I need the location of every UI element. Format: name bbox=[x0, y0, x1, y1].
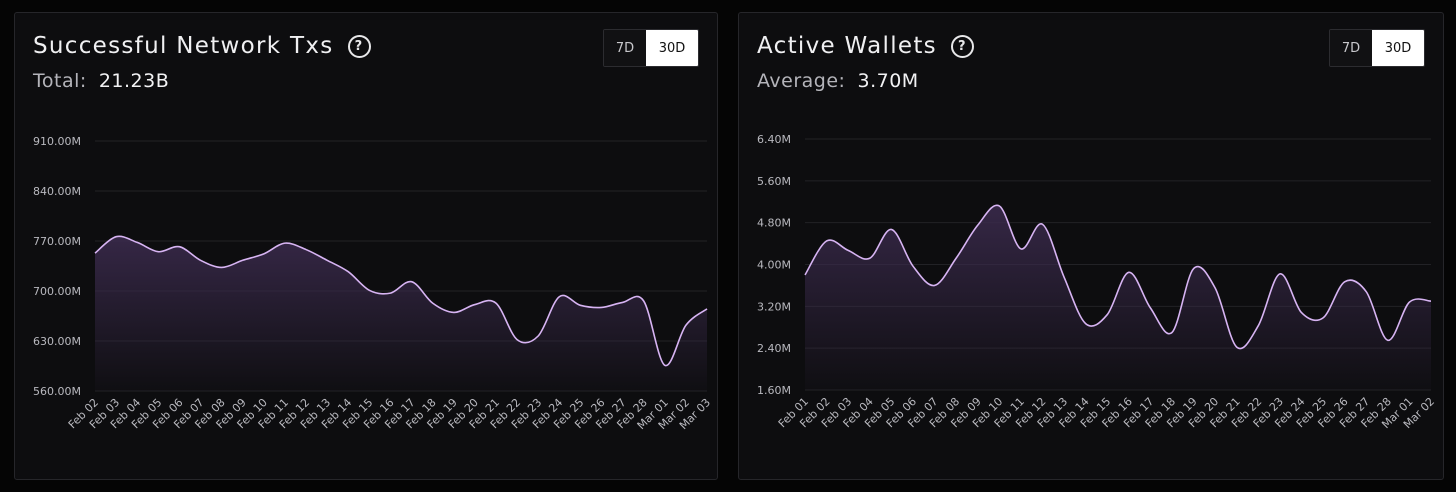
data-point[interactable] bbox=[199, 258, 203, 262]
stat-value: 3.70M bbox=[857, 70, 919, 92]
stat-label: Total: bbox=[33, 70, 87, 92]
toggle-7d-button[interactable]: 7D bbox=[1330, 30, 1372, 66]
data-point[interactable] bbox=[889, 227, 893, 231]
y-tick-label: 4.80M bbox=[757, 217, 791, 230]
data-point[interactable] bbox=[825, 239, 829, 243]
successful-network-txs-card: Successful Network Txs ? Total: 21.23B 7… bbox=[14, 12, 718, 480]
card-title-row: Successful Network Txs ? bbox=[33, 33, 371, 59]
active-wallets-card: Active Wallets ? Average: 3.70M 7D 30D 1… bbox=[738, 12, 1444, 480]
data-point[interactable] bbox=[93, 251, 97, 255]
total-stat: Total: 21.23B bbox=[33, 70, 169, 92]
data-point[interactable] bbox=[241, 258, 245, 262]
y-tick-label: 840.00M bbox=[33, 185, 81, 198]
data-point[interactable] bbox=[642, 299, 646, 303]
data-point[interactable] bbox=[1105, 313, 1109, 317]
data-point[interactable] bbox=[1062, 275, 1066, 279]
data-point[interactable] bbox=[346, 270, 350, 274]
data-point[interactable] bbox=[177, 245, 181, 249]
data-point[interactable] bbox=[1170, 330, 1174, 334]
data-point[interactable] bbox=[1278, 272, 1282, 276]
y-tick-label: 2.40M bbox=[757, 342, 791, 355]
data-point[interactable] bbox=[494, 301, 498, 305]
data-point[interactable] bbox=[621, 300, 625, 304]
data-point[interactable] bbox=[557, 295, 561, 299]
data-point[interactable] bbox=[1192, 267, 1196, 271]
data-point[interactable] bbox=[868, 256, 872, 260]
data-point[interactable] bbox=[1040, 222, 1044, 226]
card-title: Active Wallets bbox=[757, 33, 937, 59]
data-point[interactable] bbox=[1213, 286, 1217, 290]
y-tick-label: 700.00M bbox=[33, 285, 81, 298]
data-point[interactable] bbox=[705, 307, 709, 311]
data-point[interactable] bbox=[325, 258, 329, 262]
data-point[interactable] bbox=[1256, 324, 1260, 328]
data-point[interactable] bbox=[1148, 306, 1152, 310]
series-area bbox=[805, 205, 1431, 390]
y-tick-label: 3.20M bbox=[757, 300, 791, 313]
stat-label: Average: bbox=[757, 70, 846, 92]
data-point[interactable] bbox=[452, 310, 456, 314]
y-tick-label: 4.00M bbox=[757, 259, 791, 272]
data-point[interactable] bbox=[599, 305, 603, 309]
data-point[interactable] bbox=[1429, 299, 1433, 303]
y-tick-label: 1.60M bbox=[757, 384, 791, 397]
help-icon[interactable]: ? bbox=[347, 34, 371, 58]
stat-value: 21.23B bbox=[98, 70, 170, 92]
series-line bbox=[94, 235, 708, 367]
data-point[interactable] bbox=[954, 256, 958, 260]
data-point[interactable] bbox=[997, 204, 1001, 208]
data-point[interactable] bbox=[431, 301, 435, 305]
data-point[interactable] bbox=[1084, 322, 1088, 326]
data-point[interactable] bbox=[304, 248, 308, 252]
data-point[interactable] bbox=[1321, 316, 1325, 320]
data-point[interactable] bbox=[1299, 311, 1303, 315]
data-point[interactable] bbox=[1343, 280, 1347, 284]
txs-area-chart: 560.00M 630.00M 700.00M 770.00M 840.00M 910.0… bbox=[33, 135, 713, 432]
data-point[interactable] bbox=[1364, 290, 1368, 294]
data-point[interactable] bbox=[911, 264, 915, 268]
data-point[interactable] bbox=[803, 273, 807, 277]
data-point[interactable] bbox=[1127, 270, 1131, 274]
data-point[interactable] bbox=[262, 252, 266, 256]
data-point[interactable] bbox=[220, 265, 224, 269]
y-tick-label: 630.00M bbox=[33, 335, 81, 348]
data-point[interactable] bbox=[135, 240, 139, 244]
range-toggle: 7D 30D bbox=[1329, 29, 1425, 67]
data-point[interactable] bbox=[367, 288, 371, 292]
data-point[interactable] bbox=[536, 334, 540, 338]
data-point[interactable] bbox=[156, 250, 160, 254]
y-tick-label: 5.60M bbox=[757, 175, 791, 188]
y-tick-label: 560.00M bbox=[33, 385, 81, 398]
y-tick-label: 910.00M bbox=[33, 135, 81, 148]
data-point[interactable] bbox=[1386, 338, 1390, 342]
card-title: Successful Network Txs bbox=[33, 33, 334, 59]
help-icon[interactable]: ? bbox=[950, 34, 974, 58]
y-tick-label: 6.40M bbox=[757, 133, 791, 146]
data-point[interactable] bbox=[473, 303, 477, 307]
toggle-7d-button[interactable]: 7D bbox=[604, 30, 646, 66]
data-point[interactable] bbox=[663, 363, 667, 367]
data-point[interactable] bbox=[388, 291, 392, 295]
data-point[interactable] bbox=[933, 283, 937, 287]
range-toggle: 7D 30D bbox=[603, 29, 699, 67]
data-point[interactable] bbox=[976, 223, 980, 227]
card-title-row: Active Wallets ? bbox=[757, 33, 974, 59]
data-point[interactable] bbox=[1235, 345, 1239, 349]
average-stat: Average: 3.70M bbox=[757, 70, 919, 92]
data-point[interactable] bbox=[1019, 247, 1023, 251]
data-point[interactable] bbox=[578, 303, 582, 307]
toggle-30d-button[interactable]: 30D bbox=[1372, 30, 1424, 66]
data-point[interactable] bbox=[114, 235, 118, 239]
toggle-30d-button[interactable]: 30D bbox=[646, 30, 698, 66]
series-line bbox=[804, 204, 1432, 350]
data-point[interactable] bbox=[846, 248, 850, 252]
data-point[interactable] bbox=[283, 241, 287, 245]
series-area bbox=[95, 236, 707, 391]
data-point[interactable] bbox=[1407, 300, 1411, 304]
y-tick-label: 770.00M bbox=[33, 235, 81, 248]
data-point[interactable] bbox=[515, 338, 519, 342]
data-point[interactable] bbox=[684, 323, 688, 327]
data-point[interactable] bbox=[410, 280, 414, 284]
